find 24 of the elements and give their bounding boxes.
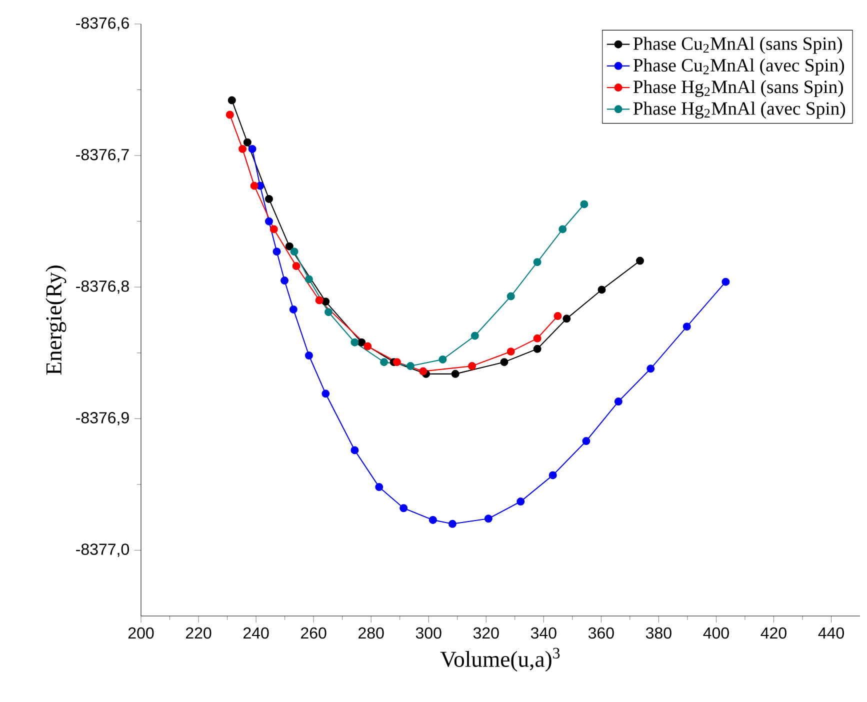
y-tick-label: -8377,0 xyxy=(76,544,130,557)
x-tick-label: 400 xyxy=(703,627,729,639)
x-tick-label: 220 xyxy=(186,627,212,639)
x-tick-label: 280 xyxy=(358,627,384,639)
x-tick-label: 200 xyxy=(128,627,154,639)
y-axis-title: Energie(Ry) xyxy=(46,266,66,375)
legend-label: Phase Hg$_{2}$MnAl (sans Spin) xyxy=(633,80,843,98)
legend-label: Phase Cu$_{2}$MnAl (sans Spin) xyxy=(633,36,842,54)
legend-label: Phase Hg$_{2}$MnAl (avec Spin) xyxy=(633,102,846,119)
x-tick-label: 440 xyxy=(818,627,844,639)
x-axis-title: Volume(u,a)$^{3}$ xyxy=(440,648,560,672)
y-tick-label: -8376,9 xyxy=(76,412,129,426)
x-tick-label: 240 xyxy=(243,627,269,639)
x-tick-label: 300 xyxy=(416,627,442,639)
x-tick-label: 360 xyxy=(588,627,614,639)
y-tick-label: -8376,6 xyxy=(76,17,129,31)
x-tick-label: 420 xyxy=(760,627,786,639)
x-tick-label: 260 xyxy=(301,627,326,639)
x-tick-label: 320 xyxy=(473,627,499,639)
x-tick-label: 340 xyxy=(530,627,556,639)
legend-label: Phase Cu$_{2}$MnAl (avec Spin) xyxy=(633,58,844,76)
y-tick-label: -8376,8 xyxy=(76,280,129,294)
x-tick-label: 380 xyxy=(646,627,672,639)
y-tick-label: -8376,7 xyxy=(76,148,129,162)
